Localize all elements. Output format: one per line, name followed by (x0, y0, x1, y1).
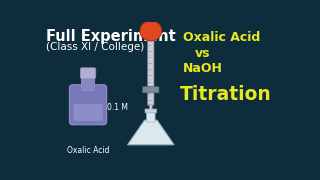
Text: Oxalic Acid: Oxalic Acid (67, 146, 109, 155)
Polygon shape (128, 120, 174, 145)
FancyBboxPatch shape (148, 35, 154, 105)
FancyBboxPatch shape (145, 109, 156, 113)
Text: NaOH: NaOH (183, 62, 223, 75)
FancyBboxPatch shape (69, 85, 107, 125)
Text: (Class XI / College): (Class XI / College) (46, 42, 144, 52)
Text: Titration: Titration (180, 85, 271, 104)
Text: vs: vs (195, 47, 211, 60)
Ellipse shape (140, 21, 162, 41)
Text: Oxalic Acid: Oxalic Acid (183, 31, 260, 44)
FancyBboxPatch shape (80, 68, 96, 79)
Text: 0.1 M: 0.1 M (107, 103, 128, 112)
FancyBboxPatch shape (147, 111, 155, 122)
FancyBboxPatch shape (82, 74, 95, 91)
FancyBboxPatch shape (143, 87, 159, 93)
Polygon shape (149, 105, 152, 114)
Text: Full Experiment: Full Experiment (46, 29, 176, 44)
FancyBboxPatch shape (73, 104, 103, 121)
